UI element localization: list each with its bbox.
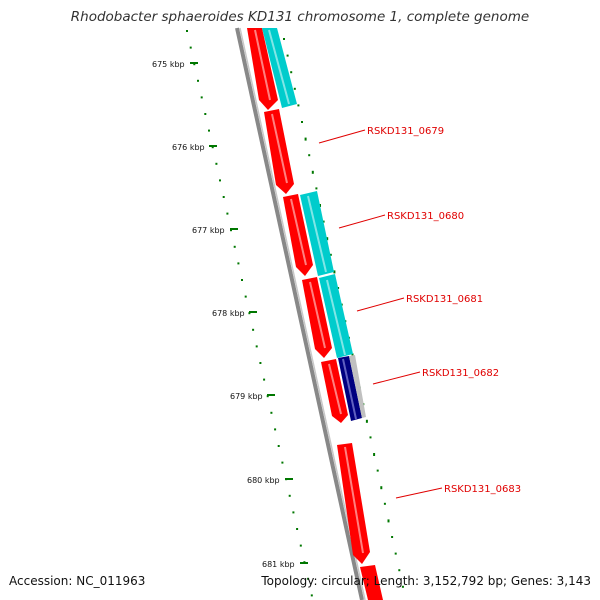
svg-text:677 kbp: 677 kbp	[192, 226, 225, 235]
outer-tick	[286, 54, 289, 57]
outer-tick	[308, 154, 311, 157]
scale-tick: 678 kbp	[212, 309, 257, 318]
minor-tick	[200, 96, 203, 99]
svg-text:RSKD131_0680: RSKD131_0680	[387, 211, 464, 222]
minor-tick	[226, 212, 229, 215]
minor-tick	[270, 411, 273, 414]
svg-text:RSKD131_0681: RSKD131_0681	[406, 294, 483, 305]
cds-feature[interactable]	[337, 443, 370, 564]
outer-tick	[304, 137, 307, 141]
accession-text: Accession: NC_011963	[9, 574, 146, 588]
outer-tick	[387, 519, 390, 523]
minor-tick	[233, 245, 236, 248]
scale-labels: 675 kbp 676 kbp 677 kbp 678 kbp 679 kbp …	[152, 60, 308, 569]
outer-tick	[365, 419, 368, 423]
cds-feature[interactable]	[360, 565, 383, 600]
outer-tick	[351, 353, 354, 356]
svg-text:RSKD131_0682: RSKD131_0682	[422, 368, 499, 379]
map-title: Rhodobacter sphaeroides KD131 chromosome…	[70, 9, 530, 25]
scale-tick: 676 kbp	[172, 143, 217, 152]
outer-tick	[383, 502, 386, 505]
outer-tick	[369, 436, 372, 439]
svg-text:680 kbp: 680 kbp	[247, 476, 280, 485]
cds-feature[interactable]	[349, 355, 366, 418]
outer-tick	[329, 253, 332, 256]
minor-tick	[241, 279, 243, 281]
minor-tick	[219, 179, 221, 182]
outer-tick	[315, 187, 318, 190]
cds-feature[interactable]	[283, 194, 313, 276]
scale-tick: 675 kbp	[152, 60, 198, 69]
gene-label-0682[interactable]: RSKD131_0682	[372, 368, 499, 385]
minor-tick	[266, 395, 269, 398]
genome-summary: Topology: circular; Length: 3,152,792 bp…	[261, 574, 591, 588]
svg-text:679 kbp: 679 kbp	[230, 392, 263, 401]
minor-tick	[193, 63, 196, 66]
minor-tick	[292, 511, 295, 514]
scale-tick: 679 kbp	[230, 392, 275, 401]
outer-tick	[290, 71, 293, 74]
minor-tick	[255, 345, 258, 348]
outer-tick	[373, 453, 376, 456]
minor-tick	[211, 146, 214, 149]
minor-tick	[208, 129, 210, 132]
minor-tick	[248, 312, 251, 315]
minor-tick	[215, 162, 218, 165]
outer-tick	[398, 569, 401, 572]
minor-tick	[274, 428, 277, 431]
minor-tick	[281, 461, 284, 464]
minor-tick-marks	[186, 30, 313, 597]
svg-text:RSKD131_0679: RSKD131_0679	[367, 126, 444, 137]
cds-feature[interactable]	[264, 109, 294, 194]
outer-tick	[311, 170, 314, 174]
minor-tick	[263, 378, 266, 381]
minor-tick	[277, 445, 280, 447]
gene-label-0683[interactable]: RSKD131_0683	[395, 484, 521, 499]
svg-text:676 kbp: 676 kbp	[172, 143, 205, 152]
backbone-track	[235, 27, 366, 600]
gene-label-0679[interactable]: RSKD131_0679	[318, 126, 444, 144]
minor-tick	[288, 494, 291, 497]
minor-tick	[296, 528, 299, 530]
outer-tick	[326, 237, 329, 241]
gene-labels: RSKD131_0679 RSKD131_0680 RSKD131_0681 R…	[318, 126, 521, 499]
gene-label-0681[interactable]: RSKD131_0681	[356, 294, 483, 312]
minor-tick	[186, 30, 188, 32]
scale-tick: 677 kbp	[192, 226, 238, 235]
outer-tick	[301, 121, 303, 123]
cds-feature[interactable]	[302, 277, 332, 358]
minor-tick	[244, 295, 247, 298]
svg-text:681 kbp: 681 kbp	[262, 560, 295, 569]
outer-tick	[333, 270, 336, 274]
outer-tick	[293, 87, 296, 90]
highlighted-cds-track	[262, 28, 366, 421]
minor-tick	[237, 262, 240, 265]
outer-tick	[283, 38, 285, 40]
minor-tick	[230, 229, 232, 232]
outer-tick	[322, 220, 325, 223]
minor-tick	[299, 544, 302, 547]
outer-tick	[297, 104, 300, 107]
minor-tick	[204, 113, 207, 115]
forward-cds-track	[247, 28, 383, 600]
scale-tick: 680 kbp	[247, 476, 293, 485]
minor-tick	[310, 594, 313, 597]
outer-tick	[380, 486, 383, 490]
svg-text:RSKD131_0683: RSKD131_0683	[444, 484, 521, 495]
gene-label-0680[interactable]: RSKD131_0680	[338, 211, 464, 229]
minor-tick	[222, 196, 225, 198]
outer-tick	[401, 585, 404, 588]
minor-tick	[259, 362, 262, 364]
minor-tick	[252, 328, 255, 331]
outer-tick	[376, 469, 379, 472]
scale-tick: 681 kbp	[262, 560, 308, 569]
minor-tick	[307, 577, 310, 580]
outer-tick	[394, 552, 397, 555]
minor-tick	[189, 46, 192, 49]
svg-text:675 kbp: 675 kbp	[152, 60, 185, 69]
outer-tick	[391, 536, 394, 538]
svg-text:678 kbp: 678 kbp	[212, 309, 245, 318]
minor-tick	[197, 79, 199, 82]
